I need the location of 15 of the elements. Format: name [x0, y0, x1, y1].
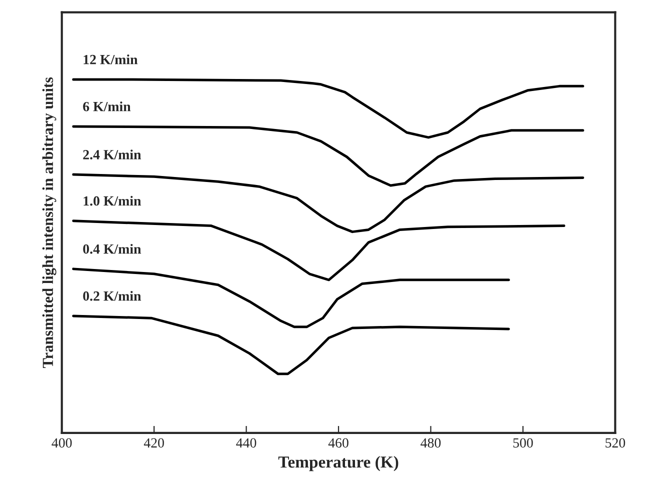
- x-axis-title: Temperature (K): [278, 456, 398, 472]
- x-tick-label: 460: [328, 438, 348, 448]
- series-label: 0.4 K/min: [83, 244, 142, 254]
- x-tick-label: 520: [606, 438, 626, 448]
- series-label: 1.0 K/min: [84, 196, 142, 206]
- series-label: 2.4 K/min: [83, 150, 142, 160]
- y-axis-title: Transmitted light intensity in arbitrary units: [42, 77, 56, 368]
- series-label: 0.2 K/min: [83, 290, 142, 301]
- x-tick-label: 420: [144, 438, 164, 448]
- x-tick-label: 500: [513, 438, 533, 448]
- series-label: 12 K/min: [84, 54, 138, 64]
- series-label: 6 K/min: [83, 102, 131, 112]
- x-tick-label: 480: [420, 438, 441, 448]
- x-tick-label: 400: [52, 438, 72, 448]
- x-tick-label: 440: [236, 438, 256, 448]
